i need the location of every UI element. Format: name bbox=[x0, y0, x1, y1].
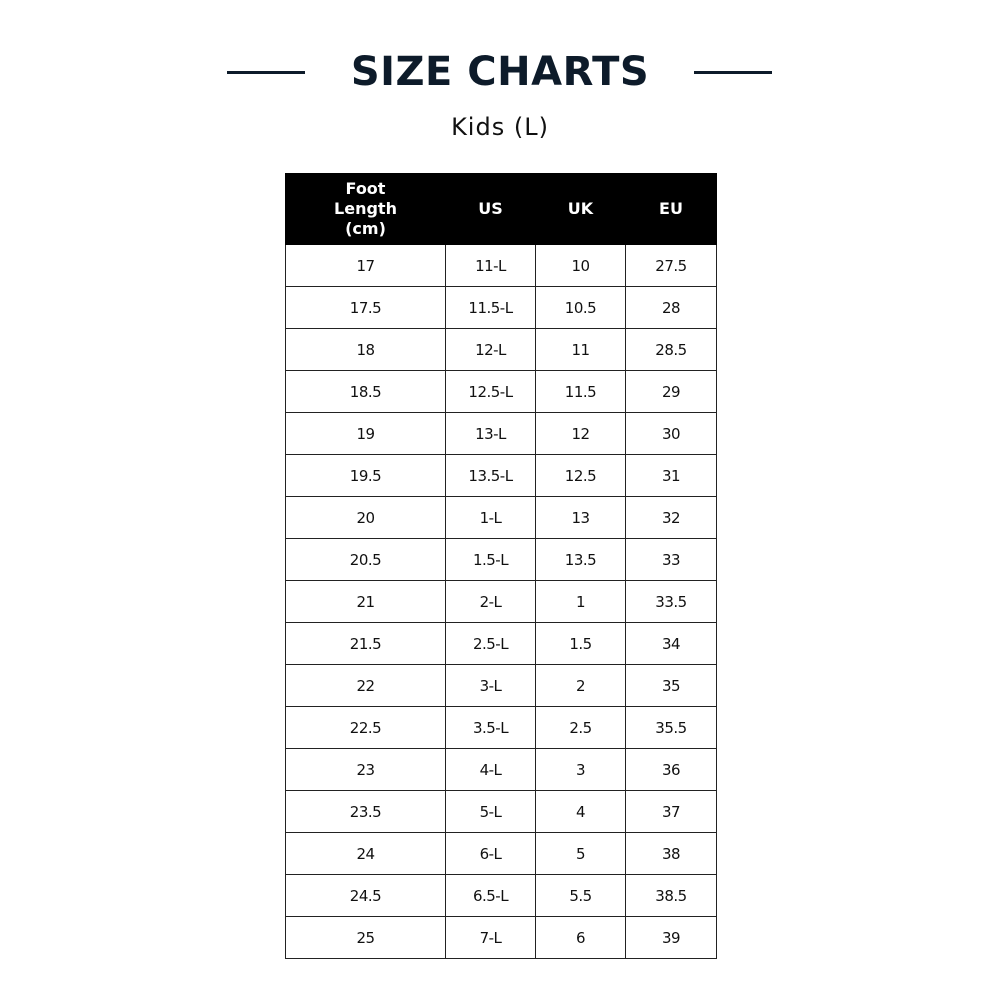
table-row: 22 3-L 2 35 bbox=[285, 664, 717, 707]
cell-us: 4-L bbox=[445, 748, 536, 791]
cell-foot-length: 21 bbox=[285, 580, 446, 623]
table-row: 18.5 12.5-L 11.5 29 bbox=[285, 370, 717, 413]
page-title: SIZE CHARTS bbox=[350, 49, 650, 95]
cell-uk: 5 bbox=[535, 832, 626, 875]
cell-eu: 37 bbox=[625, 790, 717, 833]
cell-us: 5-L bbox=[445, 790, 536, 833]
left-divider bbox=[227, 71, 305, 74]
cell-foot-length: 17 bbox=[285, 244, 446, 287]
header-uk: UK bbox=[535, 173, 626, 245]
cell-uk: 3 bbox=[535, 748, 626, 791]
table-row: 19.5 13.5-L 12.5 31 bbox=[285, 454, 717, 497]
cell-us: 13.5-L bbox=[445, 454, 536, 497]
cell-eu: 38 bbox=[625, 832, 717, 875]
cell-uk: 13.5 bbox=[535, 538, 626, 581]
cell-eu: 33 bbox=[625, 538, 717, 581]
cell-us: 7-L bbox=[445, 916, 536, 959]
cell-us: 13-L bbox=[445, 412, 536, 455]
cell-us: 3-L bbox=[445, 664, 536, 707]
cell-foot-length: 23.5 bbox=[285, 790, 446, 833]
header-eu: EU bbox=[625, 173, 717, 245]
header-us: US bbox=[445, 173, 536, 245]
header-row: Foot Length (cm) US UK EU bbox=[285, 173, 717, 245]
cell-foot-length: 18.5 bbox=[285, 370, 446, 413]
table-row: 23.5 5-L 4 37 bbox=[285, 790, 717, 833]
cell-us: 11.5-L bbox=[445, 286, 536, 329]
cell-uk: 13 bbox=[535, 496, 626, 539]
page-subtitle: Kids (L) bbox=[451, 113, 549, 141]
cell-eu: 28 bbox=[625, 286, 717, 329]
cell-eu: 30 bbox=[625, 412, 717, 455]
cell-foot-length: 24 bbox=[285, 832, 446, 875]
cell-uk: 12 bbox=[535, 412, 626, 455]
table-row: 21.5 2.5-L 1.5 34 bbox=[285, 622, 717, 665]
table-row: 17 11-L 10 27.5 bbox=[285, 244, 717, 287]
cell-uk: 1.5 bbox=[535, 622, 626, 665]
cell-foot-length: 17.5 bbox=[285, 286, 446, 329]
cell-eu: 29 bbox=[625, 370, 717, 413]
right-divider bbox=[694, 71, 772, 74]
cell-us: 1-L bbox=[445, 496, 536, 539]
cell-eu: 28.5 bbox=[625, 328, 717, 371]
cell-us: 12.5-L bbox=[445, 370, 536, 413]
table-row: 20.5 1.5-L 13.5 33 bbox=[285, 538, 717, 581]
table-row: 25 7-L 6 39 bbox=[285, 916, 717, 959]
title-block: SIZE CHARTS bbox=[0, 44, 1000, 100]
cell-eu: 31 bbox=[625, 454, 717, 497]
cell-foot-length: 19 bbox=[285, 412, 446, 455]
cell-foot-length: 23 bbox=[285, 748, 446, 791]
cell-foot-length: 20 bbox=[285, 496, 446, 539]
cell-us: 2-L bbox=[445, 580, 536, 623]
table-row: 24.5 6.5-L 5.5 38.5 bbox=[285, 874, 717, 917]
cell-foot-length: 22.5 bbox=[285, 706, 446, 749]
cell-eu: 33.5 bbox=[625, 580, 717, 623]
cell-uk: 11.5 bbox=[535, 370, 626, 413]
cell-eu: 35 bbox=[625, 664, 717, 707]
cell-uk: 4 bbox=[535, 790, 626, 833]
cell-us: 12-L bbox=[445, 328, 536, 371]
size-table: Foot Length (cm) US UK EU 17 11-L 10 27.5 17… bbox=[285, 173, 717, 959]
cell-foot-length: 24.5 bbox=[285, 874, 446, 917]
cell-uk: 11 bbox=[535, 328, 626, 371]
table-row: 19 13-L 12 30 bbox=[285, 412, 717, 455]
cell-foot-length: 22 bbox=[285, 664, 446, 707]
cell-uk: 2.5 bbox=[535, 706, 626, 749]
cell-uk: 2 bbox=[535, 664, 626, 707]
cell-uk: 5.5 bbox=[535, 874, 626, 917]
cell-eu: 39 bbox=[625, 916, 717, 959]
cell-us: 2.5-L bbox=[445, 622, 536, 665]
table-row: 21 2-L 1 33.5 bbox=[285, 580, 717, 623]
cell-eu: 32 bbox=[625, 496, 717, 539]
cell-us: 3.5-L bbox=[445, 706, 536, 749]
cell-uk: 6 bbox=[535, 916, 626, 959]
cell-eu: 36 bbox=[625, 748, 717, 791]
cell-foot-length: 18 bbox=[285, 328, 446, 371]
cell-uk: 12.5 bbox=[535, 454, 626, 497]
cell-eu: 35.5 bbox=[625, 706, 717, 749]
table-row: 22.5 3.5-L 2.5 35.5 bbox=[285, 706, 717, 749]
cell-foot-length: 19.5 bbox=[285, 454, 446, 497]
table-row: 23 4-L 3 36 bbox=[285, 748, 717, 791]
cell-us: 11-L bbox=[445, 244, 536, 287]
cell-us: 6-L bbox=[445, 832, 536, 875]
header-foot-length: Foot Length (cm) bbox=[285, 173, 446, 245]
cell-us: 1.5-L bbox=[445, 538, 536, 581]
cell-uk: 1 bbox=[535, 580, 626, 623]
cell-eu: 34 bbox=[625, 622, 717, 665]
table-row: 18 12-L 11 28.5 bbox=[285, 328, 717, 371]
cell-eu: 38.5 bbox=[625, 874, 717, 917]
cell-uk: 10 bbox=[535, 244, 626, 287]
cell-foot-length: 20.5 bbox=[285, 538, 446, 581]
cell-foot-length: 25 bbox=[285, 916, 446, 959]
cell-eu: 27.5 bbox=[625, 244, 717, 287]
cell-us: 6.5-L bbox=[445, 874, 536, 917]
table-row: 24 6-L 5 38 bbox=[285, 832, 717, 875]
table-row: 20 1-L 13 32 bbox=[285, 496, 717, 539]
cell-uk: 10.5 bbox=[535, 286, 626, 329]
table-row: 17.5 11.5-L 10.5 28 bbox=[285, 286, 717, 329]
cell-foot-length: 21.5 bbox=[285, 622, 446, 665]
